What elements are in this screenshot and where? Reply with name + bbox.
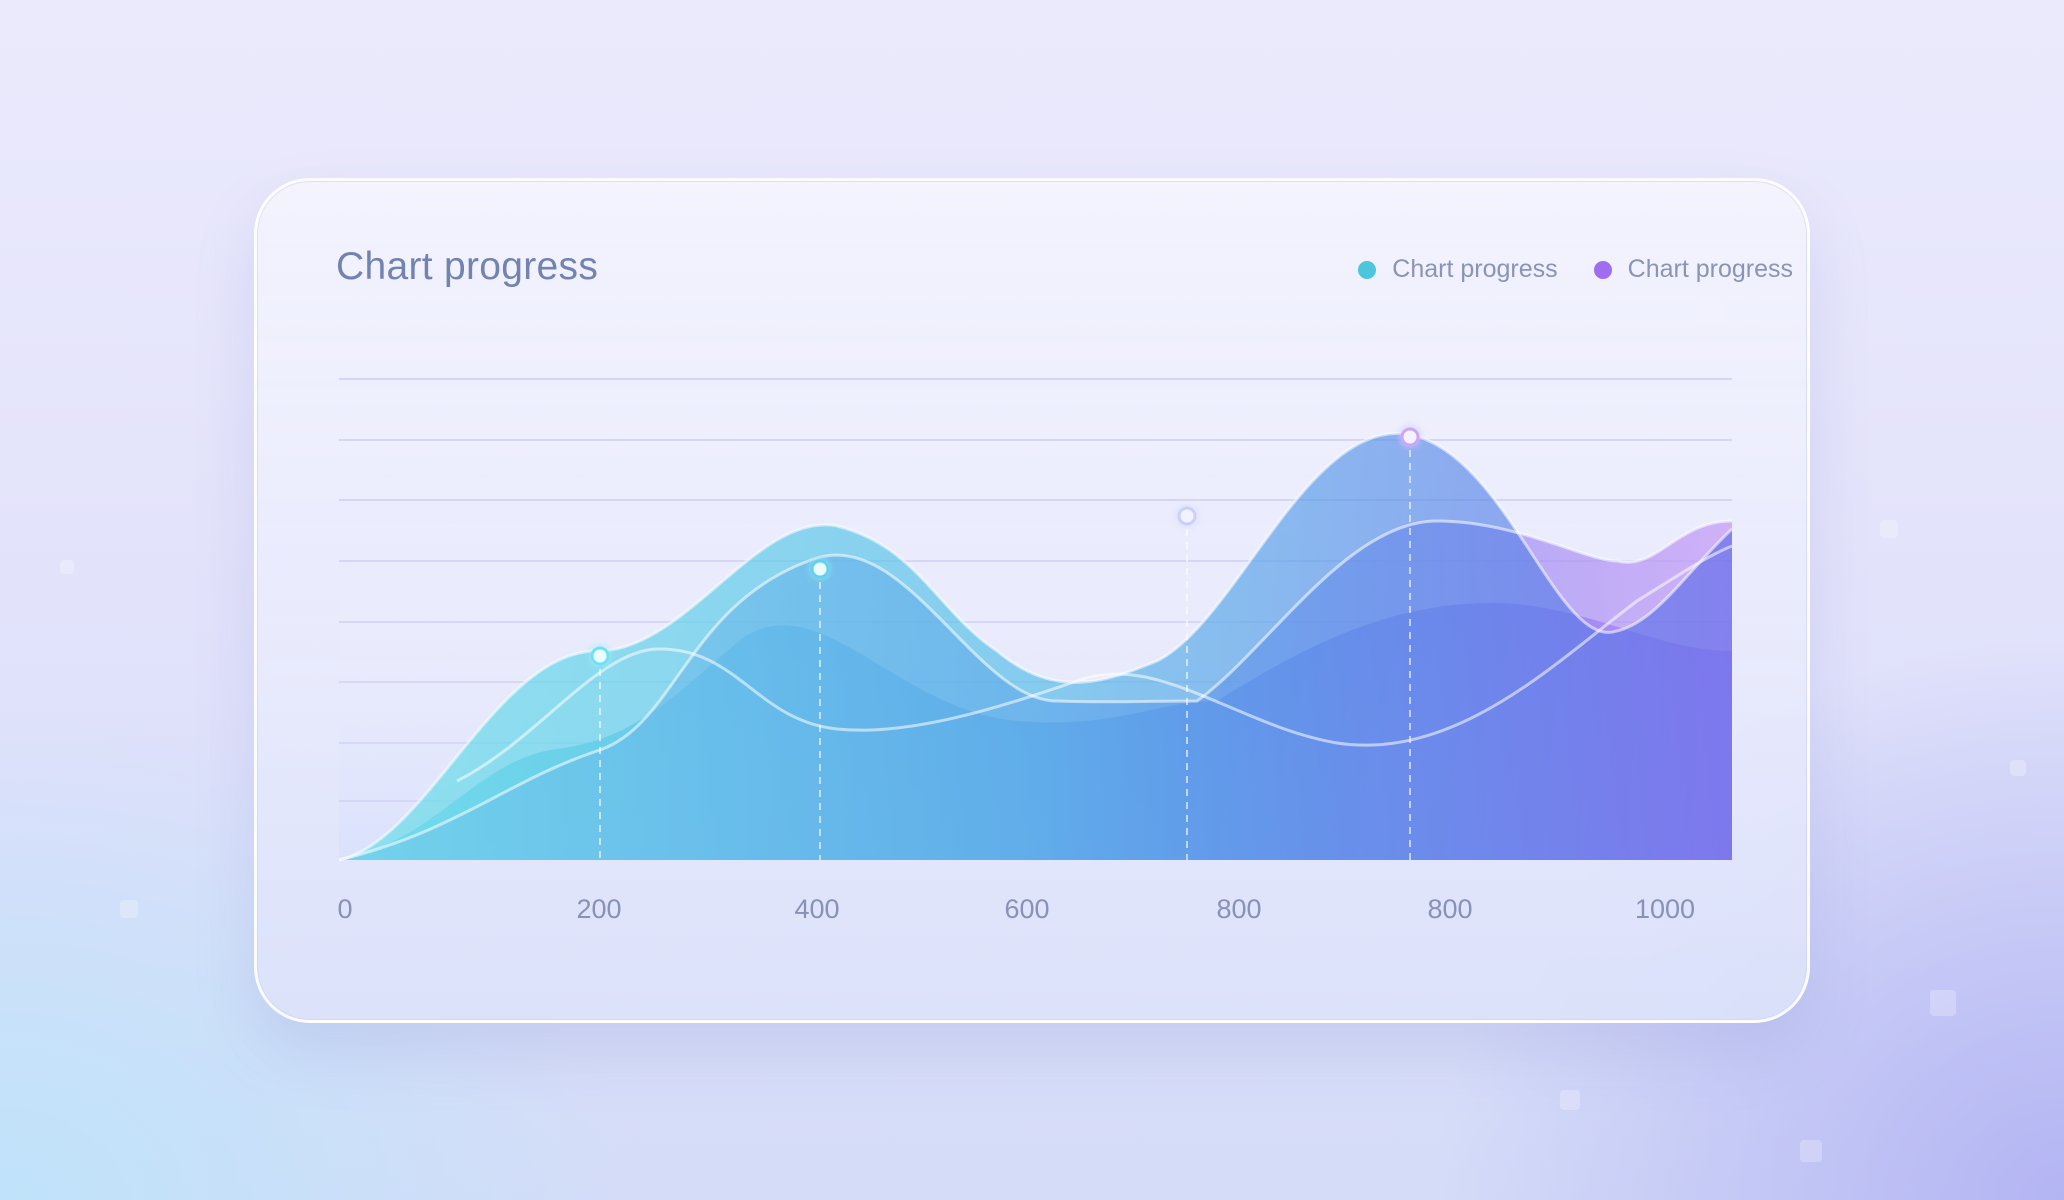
series-area-cyan	[339, 433, 1732, 860]
chart-card: Chart progress Chart progress Chart prog…	[254, 178, 1810, 1023]
legend-item-series-1[interactable]: Chart progress	[1358, 255, 1558, 284]
dot-icon	[1593, 260, 1612, 279]
legend-label: Chart progress	[1627, 255, 1793, 283]
highlight-points	[590, 427, 1420, 666]
x-tick: 200	[576, 894, 622, 924]
x-tick: 400	[794, 894, 840, 924]
dot-icon	[1358, 260, 1377, 279]
x-tick: 0	[337, 894, 353, 924]
x-tick: 600	[1004, 894, 1050, 924]
chart-legend: Chart progress Chart progress	[1358, 255, 1793, 284]
legend-label: Chart progress	[1392, 255, 1558, 283]
plot-area	[338, 378, 1734, 862]
x-tick: 800	[1216, 894, 1262, 924]
x-tick: 1000	[1634, 894, 1696, 924]
chart-title: Chart progress	[336, 245, 599, 288]
x-tick: 800	[1427, 894, 1473, 924]
legend-item-series-2[interactable]: Chart progress	[1593, 255, 1793, 284]
